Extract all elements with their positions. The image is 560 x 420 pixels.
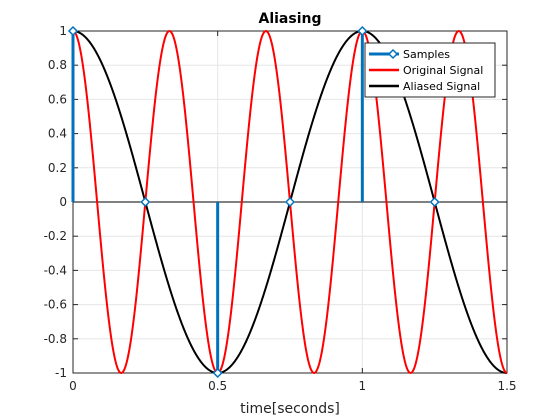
y-tick-label-9: -0.8	[44, 332, 67, 346]
x-tick-label-3: 1.5	[497, 379, 516, 393]
tick-labels: 0 0.5 1 1.5 1 0.8 0.6 0.4 0.2 0 -0.2 -0.4 -0.6 -0.8 -1	[44, 24, 517, 393]
y-tick-label-3: 0.4	[48, 127, 67, 141]
y-tick-label-8: -0.6	[44, 298, 67, 312]
sample-marker-0	[67, 25, 79, 37]
y-tick-label-0: 1	[59, 24, 67, 38]
legend-label-2: Aliased Signal	[403, 80, 480, 93]
y-tick-label-6: -0.2	[44, 229, 67, 243]
legend-marker-0	[387, 48, 399, 60]
legend: Samples Original Signal Aliased Signal	[364, 42, 496, 98]
sample-marker-5	[429, 196, 440, 208]
sample-stems	[67, 25, 440, 379]
legend-label-0: Samples	[403, 48, 450, 61]
x-axis-label: time[seconds]	[240, 401, 340, 417]
sample-marker-2	[212, 367, 223, 379]
y-tick-label-4: 0.2	[48, 161, 67, 175]
sample-marker-3	[284, 196, 296, 208]
y-tick-label-7: -0.4	[44, 263, 67, 277]
sample-marker-1	[140, 196, 151, 208]
sample-marker-4	[357, 25, 368, 37]
y-tick-label-1: 0.8	[48, 58, 67, 72]
x-tick-label-1: 0.5	[208, 379, 227, 393]
legend-label-1: Original Signal	[403, 64, 483, 77]
y-tick-label-10: -1	[55, 366, 67, 380]
chart-title: Aliasing	[259, 11, 322, 27]
x-tick-label-0: 0	[69, 379, 77, 393]
x-tick-label-2: 1	[359, 379, 367, 393]
y-tick-label-2: 0.6	[48, 92, 67, 106]
y-tick-label-5: 0	[59, 195, 67, 209]
